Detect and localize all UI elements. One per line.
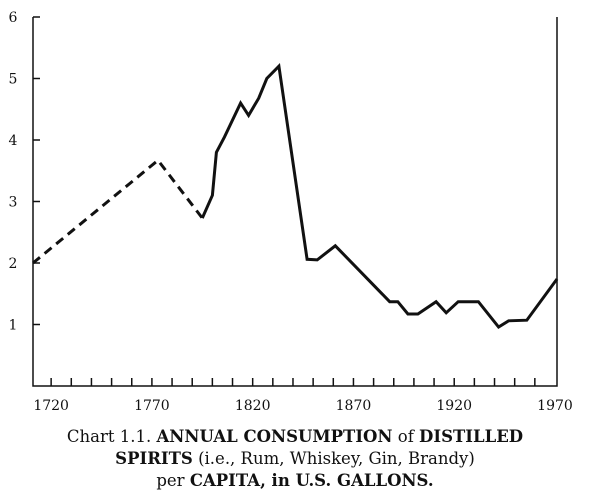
caption-segment: DISTILLED bbox=[419, 427, 524, 446]
y-tick-label: 1 bbox=[9, 318, 18, 334]
y-tick-label: 2 bbox=[9, 256, 18, 272]
x-tick-label: 1970 bbox=[537, 398, 573, 414]
x-tick-label: 1720 bbox=[33, 398, 69, 414]
x-tick-label: 1920 bbox=[436, 398, 472, 414]
caption-segment: of bbox=[392, 427, 420, 446]
x-tick-label: 1870 bbox=[336, 398, 372, 414]
x-tick-label: 1770 bbox=[134, 398, 170, 414]
series-line-solid bbox=[200, 62, 559, 329]
line-chart: 1 2 3 4 5 6 1720 1770 1820 1870 1920 1970 bbox=[9, 10, 573, 414]
plot-frame bbox=[32, 17, 558, 387]
y-tick-label: 6 bbox=[9, 10, 18, 26]
caption-segment: SPIRITS bbox=[115, 449, 193, 468]
series-line-dashed bbox=[32, 158, 204, 265]
y-tick-label: 5 bbox=[9, 72, 18, 88]
caption-segment: (i.e., Rum, Whiskey, Gin, Brandy) bbox=[192, 449, 475, 468]
y-tick-label: 3 bbox=[9, 195, 18, 211]
caption-segment: ANNUAL CONSUMPTION bbox=[156, 427, 393, 446]
y-tick-label: 4 bbox=[9, 133, 18, 149]
caption-line-3: per CAPITA, in U.S. GALLONS. bbox=[0, 470, 590, 491]
caption-line-1: Chart 1.1. ANNUAL CONSUMPTION of DISTILL… bbox=[0, 426, 590, 447]
caption-segment: per bbox=[156, 471, 190, 490]
caption-segment: Chart 1.1. bbox=[66, 427, 157, 446]
x-tick-label: 1820 bbox=[235, 398, 271, 414]
caption-line-2: SPIRITS (i.e., Rum, Whiskey, Gin, Brandy… bbox=[0, 448, 590, 469]
caption-segment: CAPITA, bbox=[189, 471, 266, 490]
caption-segment: in U.S. GALLONS. bbox=[265, 471, 434, 490]
